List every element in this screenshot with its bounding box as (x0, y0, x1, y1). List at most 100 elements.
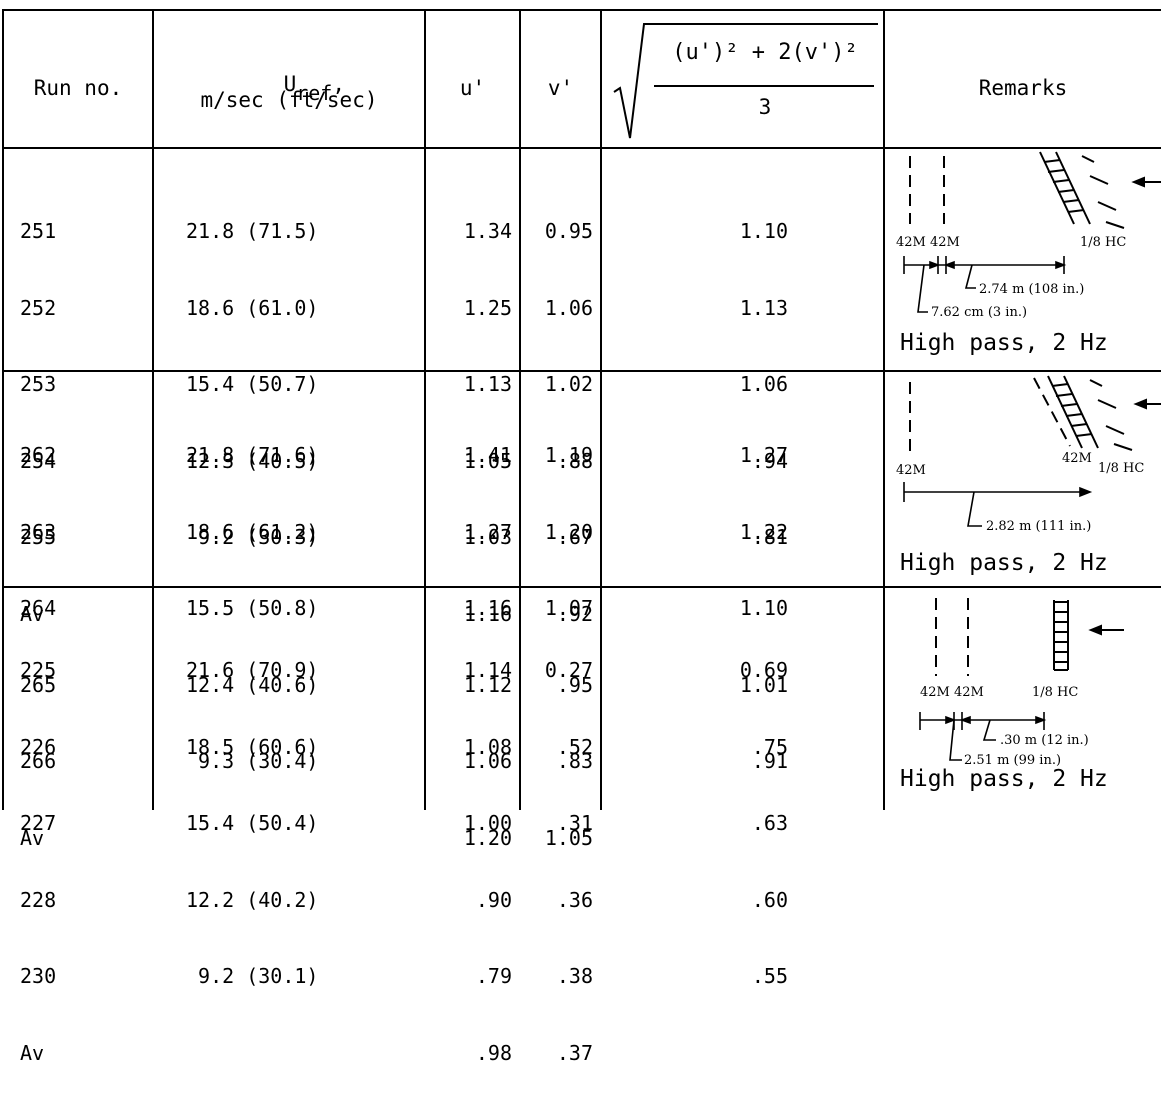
table-cell: 1.13 (739, 295, 788, 320)
uref-col: 21.6 (70.9) 18.5 (60.6) 15.4 (50.4) 12.2… (186, 607, 386, 1092)
col-rule-left (2, 9, 4, 810)
table-cell: 263 (20, 519, 57, 544)
table-cell: 1.06 (463, 749, 512, 773)
arrow-left-icon (1088, 624, 1124, 636)
table-cell: 262 (20, 443, 57, 467)
col-rule-1 (152, 9, 154, 810)
table-cell: .67 (556, 525, 593, 549)
header-rule (2, 147, 1161, 149)
v-col: 0.27 .52 .31 .36 .38 .37 (521, 607, 593, 1117)
table-cell: 12.3 (40.5) (186, 448, 319, 473)
group-rule-1 (2, 370, 1161, 372)
honeycomb-label: 1/8 HC (1098, 461, 1144, 476)
table-cell: 1.19 (544, 443, 593, 467)
col-rule-2 (424, 9, 426, 810)
probe-b-line (1033, 377, 1071, 447)
v-col: 0.95 1.06 1.02 .88 .67 .92 (521, 168, 593, 678)
honeycomb-label: 1/8 HC (1080, 235, 1126, 250)
table-cell: 1.27 (739, 443, 788, 467)
rms-col: 1.10 1.13 1.06 .94 .81 (640, 168, 788, 653)
header-uref: Uref, (154, 48, 424, 120)
table-cell: Av (20, 1040, 45, 1065)
table-cell: 1.27 (463, 519, 512, 544)
table-cell: .31 (556, 811, 593, 835)
u-col: 1.14 1.08 1.00 .90 .79 .98 (426, 607, 512, 1117)
honeycomb-icon (1039, 151, 1125, 229)
u-col: 1.34 1.25 1.13 1.05 1.03 1.16 (426, 168, 512, 678)
table-cell: 18.6 (61.2) (186, 519, 319, 544)
table-cell: .60 (751, 887, 788, 912)
table-cell: 230 (20, 964, 57, 988)
table-top-rule (2, 9, 1161, 11)
header-remarks: Remarks (978, 76, 1068, 100)
table-cell: .36 (556, 887, 593, 912)
runs-col: 225 226 227 228 230 Av (20, 607, 80, 1117)
col-rule-3 (519, 9, 521, 810)
table-cell: 15.4 (50.7) (186, 372, 319, 396)
table-cell: 1.01 (739, 672, 788, 697)
table-cell: 21.6 (70.9) (186, 658, 319, 682)
header-run-no: Run no. (33, 76, 123, 100)
data-table: Run no. Uref, m/sec (ft/sec) u' v' (u')²… (2, 9, 1161, 1065)
probe-b-label: 42M (1062, 451, 1092, 466)
probe-a-label: 42M (896, 235, 926, 250)
table-cell: .94 (751, 448, 788, 473)
table-cell: 227 (20, 811, 57, 835)
table-cell: 1.07 (544, 596, 593, 620)
table-cell: .98 (475, 1040, 512, 1065)
table-cell: 1.08 (463, 734, 512, 759)
header-u-prime: u' (459, 76, 486, 100)
uref-comma: , (332, 72, 345, 96)
table-cell: .63 (751, 811, 788, 835)
table-cell: 9.2 (30.3) (186, 525, 319, 549)
table-cell: .52 (556, 734, 593, 759)
arrow-left-icon (1131, 176, 1161, 188)
remark-caption-1: High pass, 2 Hz (900, 330, 1108, 356)
dimension-short: 2.51 m (99 in.) (964, 753, 1061, 768)
table-cell: 0.69 (739, 658, 788, 682)
table-cell: 9.2 (30.1) (186, 964, 319, 988)
dimension-long: 2.82 m (111 in.) (986, 519, 1091, 534)
table-cell: 225 (20, 658, 57, 682)
table-cell: 1.22 (739, 519, 788, 544)
probe-b-label: 42M (954, 685, 984, 700)
header-rms-denominator: 3 (758, 95, 772, 119)
dimension-lines (903, 256, 1067, 313)
table-cell: .55 (751, 964, 788, 988)
table-cell: .83 (556, 749, 593, 773)
table-cell: 1.13 (463, 372, 512, 396)
table-cell: 1.14 (463, 658, 512, 682)
table-cell: 15.4 (50.4) (186, 811, 319, 835)
table-cell: 251 (20, 219, 57, 243)
dimension-short: 7.62 cm (3 in.) (931, 305, 1027, 320)
rms-col: 0.69 .75 .63 .60 .55 (640, 607, 788, 1092)
arrow-left-icon (1133, 398, 1161, 410)
table-cell: 21.8 (71.5) (186, 219, 319, 243)
table-cell: 1.16 (463, 596, 512, 620)
col-rule-5 (883, 9, 885, 810)
table-cell: .38 (556, 964, 593, 988)
table-cell: .79 (475, 964, 512, 988)
dimension-lines (903, 482, 1093, 527)
table-cell: 1.41 (463, 443, 512, 467)
table-cell: 12.2 (40.2) (186, 887, 319, 912)
table-cell: Av (20, 601, 45, 626)
probe-b-label: 42M (930, 235, 960, 250)
table-cell: 264 (20, 596, 57, 620)
remark-diagram-1: 42M 42M 1/8 HC 2.74 m (108 in.) 7.62 cm … (896, 151, 1161, 320)
uref-col: 21.8 (71.6) 18.6 (61.2) 15.5 (50.8) 12.4… (186, 392, 386, 877)
honeycomb-icon (1047, 375, 1133, 451)
table-cell: 18.6 (61.0) (186, 295, 319, 320)
table-cell: 255 (20, 525, 57, 549)
header-uref-units: m/sec (ft/sec) (200, 88, 378, 112)
probe-a-label: 42M (896, 463, 926, 478)
table-cell: .88 (556, 448, 593, 473)
table-cell: 0.95 (544, 219, 593, 243)
dimension-long: 2.74 m (108 in.) (979, 282, 1084, 297)
header-v-prime: v' (547, 76, 574, 100)
table-cell: 228 (20, 887, 57, 912)
uref-col: 21.8 (71.5) 18.6 (61.0) 15.4 (50.7) 12.3… (186, 168, 386, 653)
table-cell: .91 (751, 749, 788, 773)
table-cell: 254 (20, 448, 57, 473)
table-cell: .90 (475, 887, 512, 912)
